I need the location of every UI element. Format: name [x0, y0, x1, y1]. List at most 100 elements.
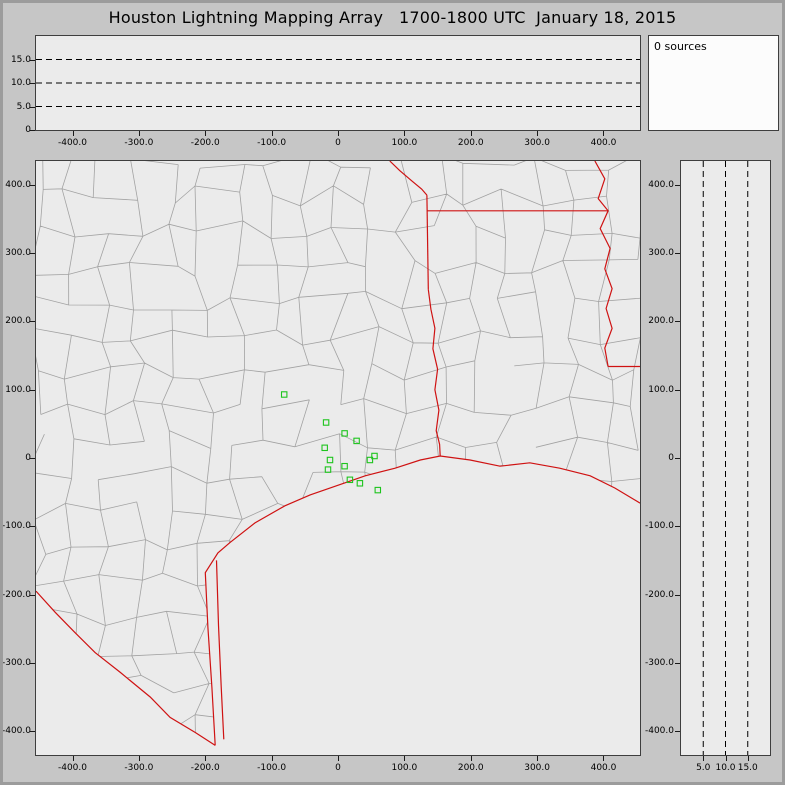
ew-distance-tick-label: 300.0 [524, 138, 550, 148]
ns-altitude-tick-label: 5.0 [696, 763, 711, 773]
axis-tick [703, 756, 705, 761]
axis-tick [537, 756, 539, 761]
axis-tick [30, 594, 35, 596]
rio_grande-line [36, 590, 216, 746]
lma-station-marker [374, 486, 382, 494]
alt-vs-ns-plot [702, 161, 749, 755]
alt-vs-ew-panel [35, 35, 641, 131]
axis-tick [725, 756, 727, 761]
map-y-tick-label: -200.0 [1, 589, 31, 600]
axis-tick [30, 253, 35, 255]
plan-view-map [36, 161, 640, 746]
ns-distance-tick-label: -300.0 [644, 657, 674, 668]
axis-tick [30, 321, 35, 323]
axis-tick [470, 131, 472, 136]
mississippi_river-line [594, 161, 613, 367]
axis-tick [271, 756, 273, 761]
axis-tick [675, 594, 680, 596]
axis-tick [30, 731, 35, 733]
axis-tick [470, 756, 472, 761]
plan-view-map-panel [35, 160, 641, 756]
source-count-label: 0 sources [654, 40, 707, 53]
alt-vs-ns-panel [680, 160, 771, 756]
ew-altitude-tick-label: 15.0 [10, 54, 31, 65]
axis-tick [404, 131, 406, 136]
map-x-tick-label: 300.0 [524, 763, 550, 773]
sabine_river-line [427, 289, 441, 457]
ew-distance-tick-label: 400.0 [590, 138, 617, 148]
map-y-tick-label: -300.0 [1, 657, 31, 668]
state-boundaries [36, 161, 640, 746]
ew-distance-tick-label: -300.0 [124, 138, 154, 148]
ns-distance-tick-label: -400.0 [644, 726, 674, 737]
axis-tick [30, 184, 35, 186]
axis-tick [138, 756, 140, 761]
axis-tick [138, 131, 140, 136]
page-title: Houston Lightning Mapping Array 1700-180… [108, 8, 677, 27]
red_river-line [389, 161, 428, 196]
map-y-tick-label: 0 [25, 453, 31, 463]
map-x-tick-label: 200.0 [457, 763, 484, 773]
ns-distance-tick-label: 300.0 [648, 248, 674, 259]
axis-tick [30, 106, 35, 108]
map-y-tick-label: 200.0 [5, 316, 31, 327]
barrier_island-line [215, 560, 225, 740]
axis-tick [675, 731, 680, 733]
axis-tick [30, 458, 35, 459]
axis-tick [205, 131, 207, 136]
lma-station-marker [366, 456, 374, 464]
lma-station-marker [353, 437, 360, 445]
county-boundaries [36, 161, 640, 746]
lma-station-marker [322, 419, 330, 426]
map-x-tick-label: -100.0 [257, 763, 287, 773]
lma-station-marker [346, 476, 354, 484]
map-y-tick-label: 400.0 [5, 179, 31, 190]
axis-tick [747, 756, 749, 761]
axis-tick [675, 458, 680, 459]
ns-distance-tick-label: 100.0 [648, 384, 674, 395]
map-x-tick-label: 400.0 [590, 763, 617, 773]
lma-station-marker [341, 462, 348, 470]
lma-station-marker [321, 444, 328, 452]
axis-tick [537, 131, 539, 136]
axis-tick [72, 131, 74, 136]
ew-distance-tick-label: 0 [335, 138, 341, 148]
ns-distance-tick-label: 200.0 [648, 316, 674, 327]
axis-tick [72, 756, 74, 761]
ew-altitude-tick-label: 5.0 [16, 101, 31, 112]
ew-distance-tick-label: 100.0 [391, 138, 418, 148]
texas_arkansas-line [426, 195, 429, 290]
axis-tick [338, 131, 339, 136]
map-x-tick-label: -400.0 [57, 763, 87, 773]
axis-tick [30, 83, 35, 84]
axis-tick [271, 131, 273, 136]
ew-distance-tick-label: 200.0 [457, 138, 484, 148]
ns-distance-tick-label: -100.0 [644, 521, 674, 532]
coastline-line [204, 455, 640, 746]
map-y-tick-label: 300.0 [5, 248, 31, 259]
axis-tick [205, 756, 207, 761]
ew-altitude-tick-label: 0 [25, 125, 31, 135]
axis-tick [675, 253, 680, 255]
axis-tick [30, 130, 35, 131]
axis-tick [675, 389, 680, 391]
ns-altitude-tick-label: 10.0 [715, 763, 736, 773]
lma-station-marker [280, 391, 288, 398]
axis-tick [675, 526, 680, 528]
ns-distance-tick-label: 400.0 [648, 179, 674, 190]
ew-distance-tick-label: -200.0 [190, 138, 220, 148]
axis-tick [30, 59, 35, 61]
map-y-tick-label: -400.0 [1, 726, 31, 737]
lma-station-marker [371, 452, 378, 460]
ew-altitude-tick-label: 10.0 [10, 78, 31, 88]
ns-distance-tick-label: -200.0 [644, 589, 674, 600]
ns-distance-tick-label: 0 [668, 453, 674, 463]
axis-tick [603, 756, 605, 761]
ew-distance-tick-label: -100.0 [257, 138, 287, 148]
axis-tick [30, 526, 35, 528]
axis-tick [30, 389, 35, 391]
lma-station-marker [341, 430, 348, 437]
axis-tick [603, 131, 605, 136]
lma-stations [280, 391, 382, 494]
